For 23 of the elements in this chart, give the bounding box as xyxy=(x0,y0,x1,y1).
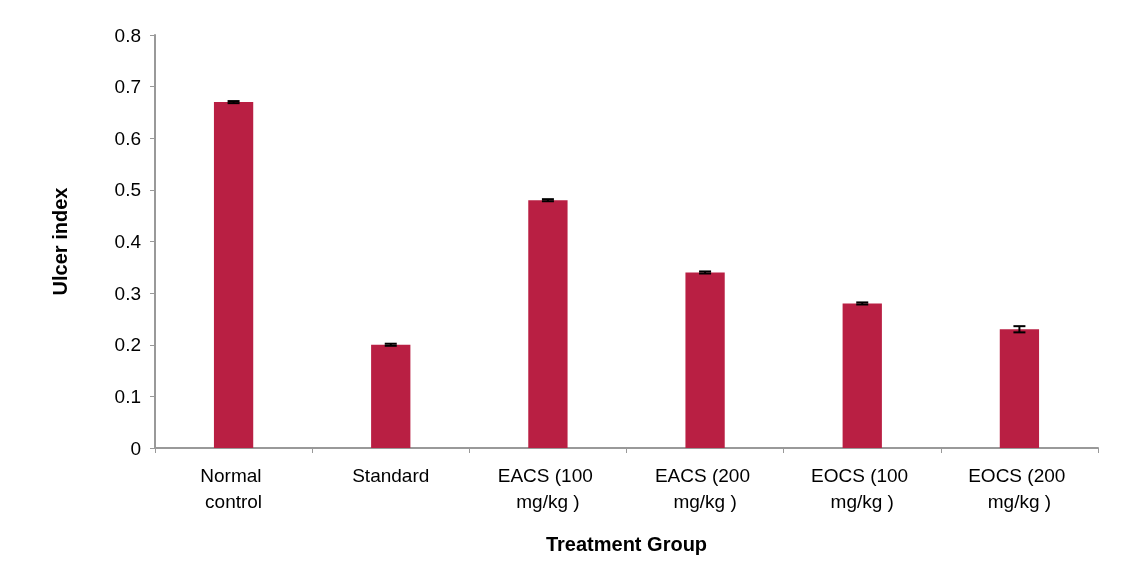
bar xyxy=(999,329,1040,448)
x-tick-label: EACS (200 mg/kg ) xyxy=(654,464,756,512)
y-tick-label: 0.4 xyxy=(114,231,142,252)
y-tick-label: 0.1 xyxy=(114,385,141,407)
y-tick-label: 0 xyxy=(130,437,141,459)
y-tick-label: 0.7 xyxy=(114,76,141,98)
bar xyxy=(685,272,725,448)
y-tick-label: 0.5 xyxy=(114,179,141,201)
y-tick-label: 0.2 xyxy=(114,334,141,356)
y-tick-label: 0.3 xyxy=(114,282,141,304)
y-axis-title: Ulcer index xyxy=(49,187,71,296)
y-tick-label: 0.6 xyxy=(114,127,141,149)
bar xyxy=(371,344,411,448)
x-tick-label: EACS (100 mg/kg ) xyxy=(497,464,599,512)
bar xyxy=(528,200,568,448)
x-tick-label: Standard xyxy=(352,464,430,486)
x-tick-label: Normal control xyxy=(200,464,267,512)
bar xyxy=(213,102,254,448)
y-tick-label: 0.8 xyxy=(114,24,141,46)
x-axis-title: Treatment Group xyxy=(545,533,708,555)
x-tick-label: EOCS (200 mg/kg ) xyxy=(968,464,1071,512)
bar xyxy=(842,303,882,448)
x-tick-label: EOCS (100 mg/kg ) xyxy=(811,464,914,512)
